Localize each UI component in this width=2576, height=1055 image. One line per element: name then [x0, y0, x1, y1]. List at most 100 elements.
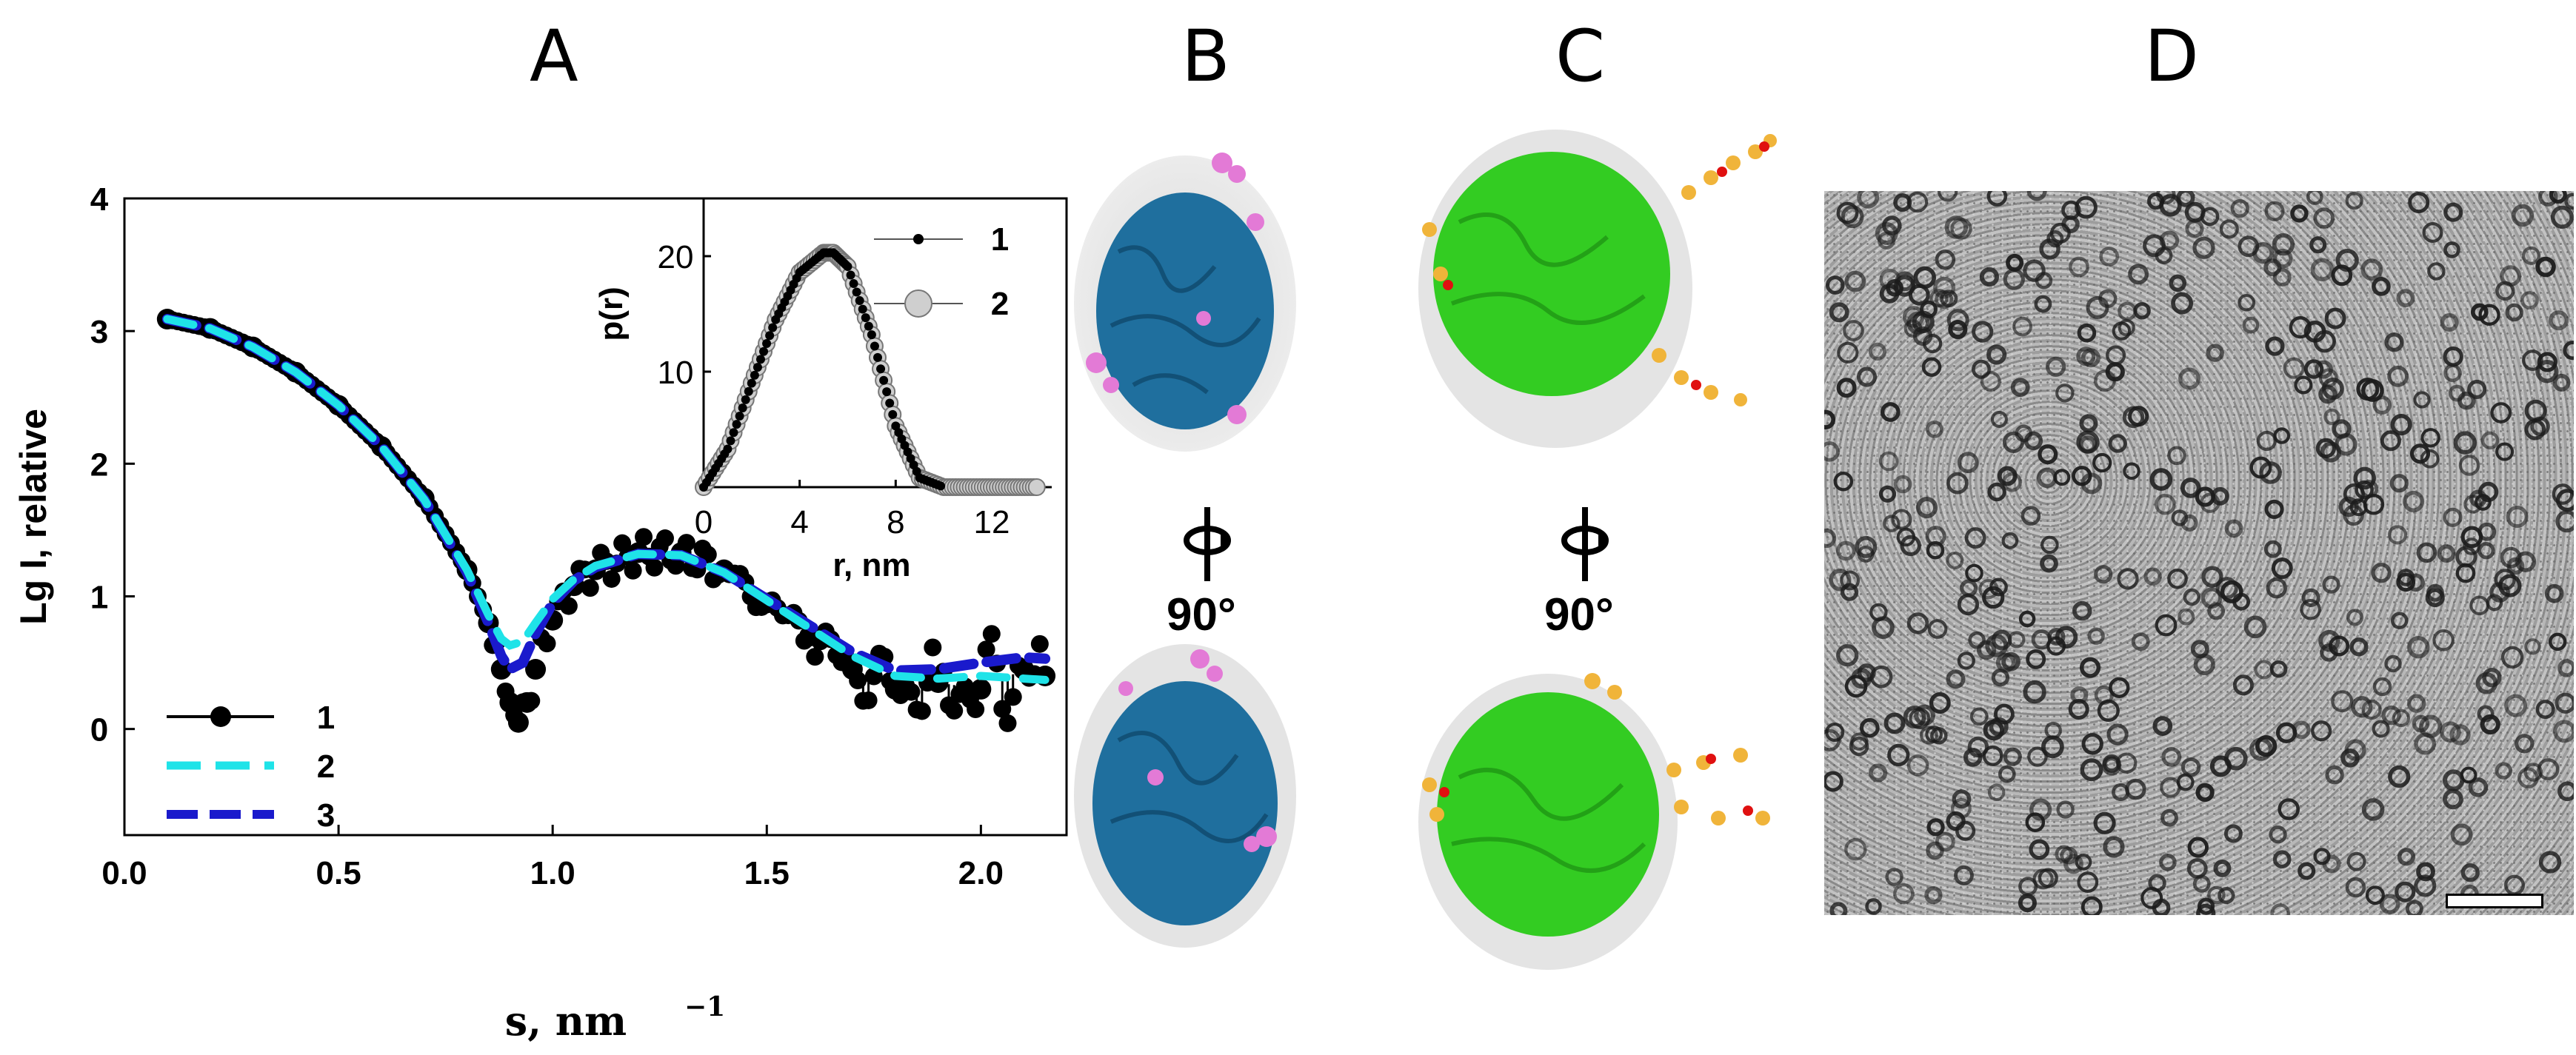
particle	[2213, 859, 2232, 877]
particle	[2298, 862, 2316, 880]
particle	[2392, 709, 2411, 728]
rotation-angle-c: 90°	[1544, 589, 1614, 640]
particle	[1908, 284, 1930, 306]
particle	[2086, 296, 2109, 319]
particle	[2176, 191, 2195, 207]
particle	[2218, 886, 2235, 905]
particle	[2409, 443, 2431, 464]
particle	[2524, 638, 2541, 655]
particle	[2408, 191, 2430, 214]
particle	[2535, 700, 2555, 720]
particle	[1829, 902, 1848, 915]
particle	[1987, 482, 2006, 502]
particle	[2475, 671, 2498, 694]
particle	[2538, 191, 2558, 207]
particle	[2549, 310, 2569, 331]
panel-label-d: D	[2144, 15, 2199, 98]
particle	[2224, 519, 2243, 538]
data-point	[645, 558, 664, 577]
particle	[1883, 712, 1906, 734]
particle	[2118, 319, 2135, 337]
x-tick-label: 0.0	[101, 855, 147, 891]
particle	[1921, 357, 1942, 377]
particle	[1950, 218, 1972, 240]
particle	[2310, 258, 2335, 282]
particle	[2439, 721, 2461, 743]
particle	[2161, 747, 2182, 767]
particle	[2463, 537, 2480, 555]
particle	[2538, 851, 2562, 874]
particle	[2092, 452, 2112, 473]
inset-point-1	[873, 352, 882, 362]
ligand-beads	[1422, 134, 1777, 406]
particle	[2056, 800, 2075, 819]
inset-point-1	[765, 331, 775, 341]
particle	[2332, 419, 2352, 439]
particle	[2363, 494, 2385, 515]
particle	[1844, 270, 1866, 292]
data-point	[912, 702, 931, 720]
particle	[1986, 344, 2007, 365]
particle	[2504, 694, 2528, 717]
particle	[1868, 342, 1887, 361]
particle	[2460, 863, 2480, 882]
particle	[1954, 865, 1974, 885]
rotation-icon-b	[1184, 507, 1231, 581]
data-point	[924, 638, 942, 657]
data-point	[982, 625, 1001, 643]
helix-strokes	[1110, 731, 1269, 843]
data-point	[496, 682, 515, 700]
particle	[2467, 379, 2487, 399]
particle	[1903, 706, 1926, 729]
legend-1-marker	[210, 706, 231, 727]
particle	[2468, 777, 2489, 797]
particle	[1859, 717, 1880, 738]
particle	[2196, 903, 2216, 915]
particle	[2331, 690, 2354, 713]
particle	[2555, 510, 2574, 533]
data-point	[635, 528, 653, 546]
particle	[2552, 483, 2574, 505]
inset-point-1	[876, 364, 886, 374]
particle	[2356, 378, 2380, 401]
particle	[1906, 311, 1930, 335]
particle	[2365, 885, 2385, 905]
particle	[2395, 881, 2416, 902]
y-tick-label: 2	[90, 446, 108, 483]
series-2-line	[163, 315, 1050, 684]
particle	[2230, 198, 2249, 218]
particle	[2187, 837, 2209, 858]
particle	[2353, 466, 2376, 490]
particle	[2010, 378, 2030, 398]
particle	[2346, 851, 2366, 871]
particle	[2060, 846, 2078, 865]
particle	[2265, 336, 2285, 356]
data-point	[977, 640, 995, 659]
particle	[2537, 758, 2560, 781]
particle	[2094, 369, 2116, 392]
data-point	[505, 706, 524, 724]
particle	[2018, 877, 2038, 897]
particle	[1979, 267, 1999, 287]
particle	[1982, 586, 2005, 609]
particle	[2103, 836, 2125, 858]
particle	[1925, 726, 1943, 743]
particle	[2021, 506, 2041, 526]
particle	[1869, 603, 1888, 622]
particle	[2469, 595, 2489, 616]
particle	[2544, 583, 2564, 603]
particle	[2460, 526, 2483, 549]
particle	[2495, 762, 2512, 780]
particle	[2414, 874, 2437, 897]
y-tick-label: 4	[90, 181, 109, 218]
particle	[2455, 563, 2476, 583]
inset-legend-2-marker	[904, 289, 932, 318]
inset-x-tick-label: 12	[973, 504, 1010, 540]
particle	[2301, 588, 2320, 608]
plot-frame	[123, 197, 1068, 837]
particle	[1893, 475, 1912, 494]
particle	[2232, 674, 2254, 696]
particle	[2314, 360, 2333, 379]
particle	[2169, 274, 2187, 292]
particle	[2381, 705, 2401, 726]
